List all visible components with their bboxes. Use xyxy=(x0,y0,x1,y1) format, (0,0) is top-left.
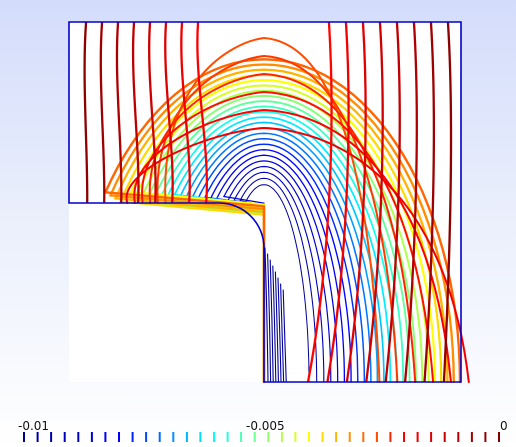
contour-line xyxy=(423,21,436,383)
contour-line xyxy=(148,21,157,204)
colorbar-tick xyxy=(484,432,487,442)
colorbar-tick xyxy=(199,432,202,442)
colorbar-mid-label: -0.005 xyxy=(246,419,285,433)
colorbar-tick xyxy=(362,432,365,442)
contour-line xyxy=(384,21,401,383)
contour-line xyxy=(345,21,367,383)
colorbar-tick xyxy=(172,432,175,442)
colorbar-tick xyxy=(294,432,297,442)
colorbar-tick xyxy=(267,432,270,442)
contour-line xyxy=(274,271,279,382)
contour-line xyxy=(83,21,89,204)
contour-line xyxy=(365,21,384,383)
colorbar-tick xyxy=(457,432,460,442)
contour-line xyxy=(156,54,399,383)
contour-line xyxy=(164,21,174,204)
contour-line xyxy=(125,126,470,383)
colorbar-tick xyxy=(36,432,39,442)
colorbar-tick xyxy=(348,432,351,442)
contour-line xyxy=(264,247,269,382)
contour-line xyxy=(99,21,106,204)
contour-line xyxy=(282,289,287,382)
colorbar-tick xyxy=(321,432,324,442)
colorbar-tick xyxy=(416,432,419,442)
colorbar-tick xyxy=(375,432,378,442)
colorbar-tick xyxy=(23,432,25,442)
contour-line xyxy=(180,21,191,204)
colorbar-tick xyxy=(118,432,120,442)
contour-line xyxy=(277,277,282,382)
colorbar-min-label: -0.01 xyxy=(18,419,50,433)
colorbar-tick xyxy=(63,432,66,442)
colorbar-tick xyxy=(240,432,243,442)
colorbar-tick xyxy=(131,432,134,442)
colorbar-tick xyxy=(90,432,93,442)
colorbar-tick xyxy=(158,432,161,442)
colorbar-tick xyxy=(389,432,392,442)
contour-line xyxy=(326,21,350,383)
contour-line xyxy=(269,259,274,382)
contour-line xyxy=(131,21,140,204)
domain-boundary xyxy=(68,21,462,383)
colorbar-tick xyxy=(498,432,500,442)
contour-line xyxy=(196,21,208,204)
colorbar-tick xyxy=(403,432,405,442)
colorbar-tick xyxy=(430,432,433,442)
colorbar-tick xyxy=(145,432,148,442)
colorbar-tick xyxy=(253,432,256,442)
contour-line xyxy=(280,283,285,382)
colorbar-tick xyxy=(185,432,188,442)
contour-line xyxy=(115,21,123,204)
colorbar-tick xyxy=(308,432,310,442)
colorbar-max-label: 0 xyxy=(500,419,508,433)
contour-line xyxy=(442,21,453,383)
colorbar-legend xyxy=(23,432,500,442)
colorbar-tick xyxy=(213,432,215,442)
colorbar-tick xyxy=(335,432,338,442)
contour-line xyxy=(267,253,272,382)
contour-line xyxy=(141,90,435,383)
contour-line xyxy=(133,108,452,383)
contour-line xyxy=(307,21,333,383)
colorbar-tick xyxy=(104,432,107,442)
contour-line xyxy=(103,58,462,384)
colorbar-tick xyxy=(226,432,229,442)
contour-line xyxy=(404,21,418,383)
colorbar-tick xyxy=(443,432,446,442)
colorbar-tick xyxy=(470,432,473,442)
colorbar-tick xyxy=(50,432,53,442)
colorbar-tick xyxy=(280,432,283,442)
contour-line xyxy=(272,265,277,382)
colorbar-tick xyxy=(77,432,80,442)
